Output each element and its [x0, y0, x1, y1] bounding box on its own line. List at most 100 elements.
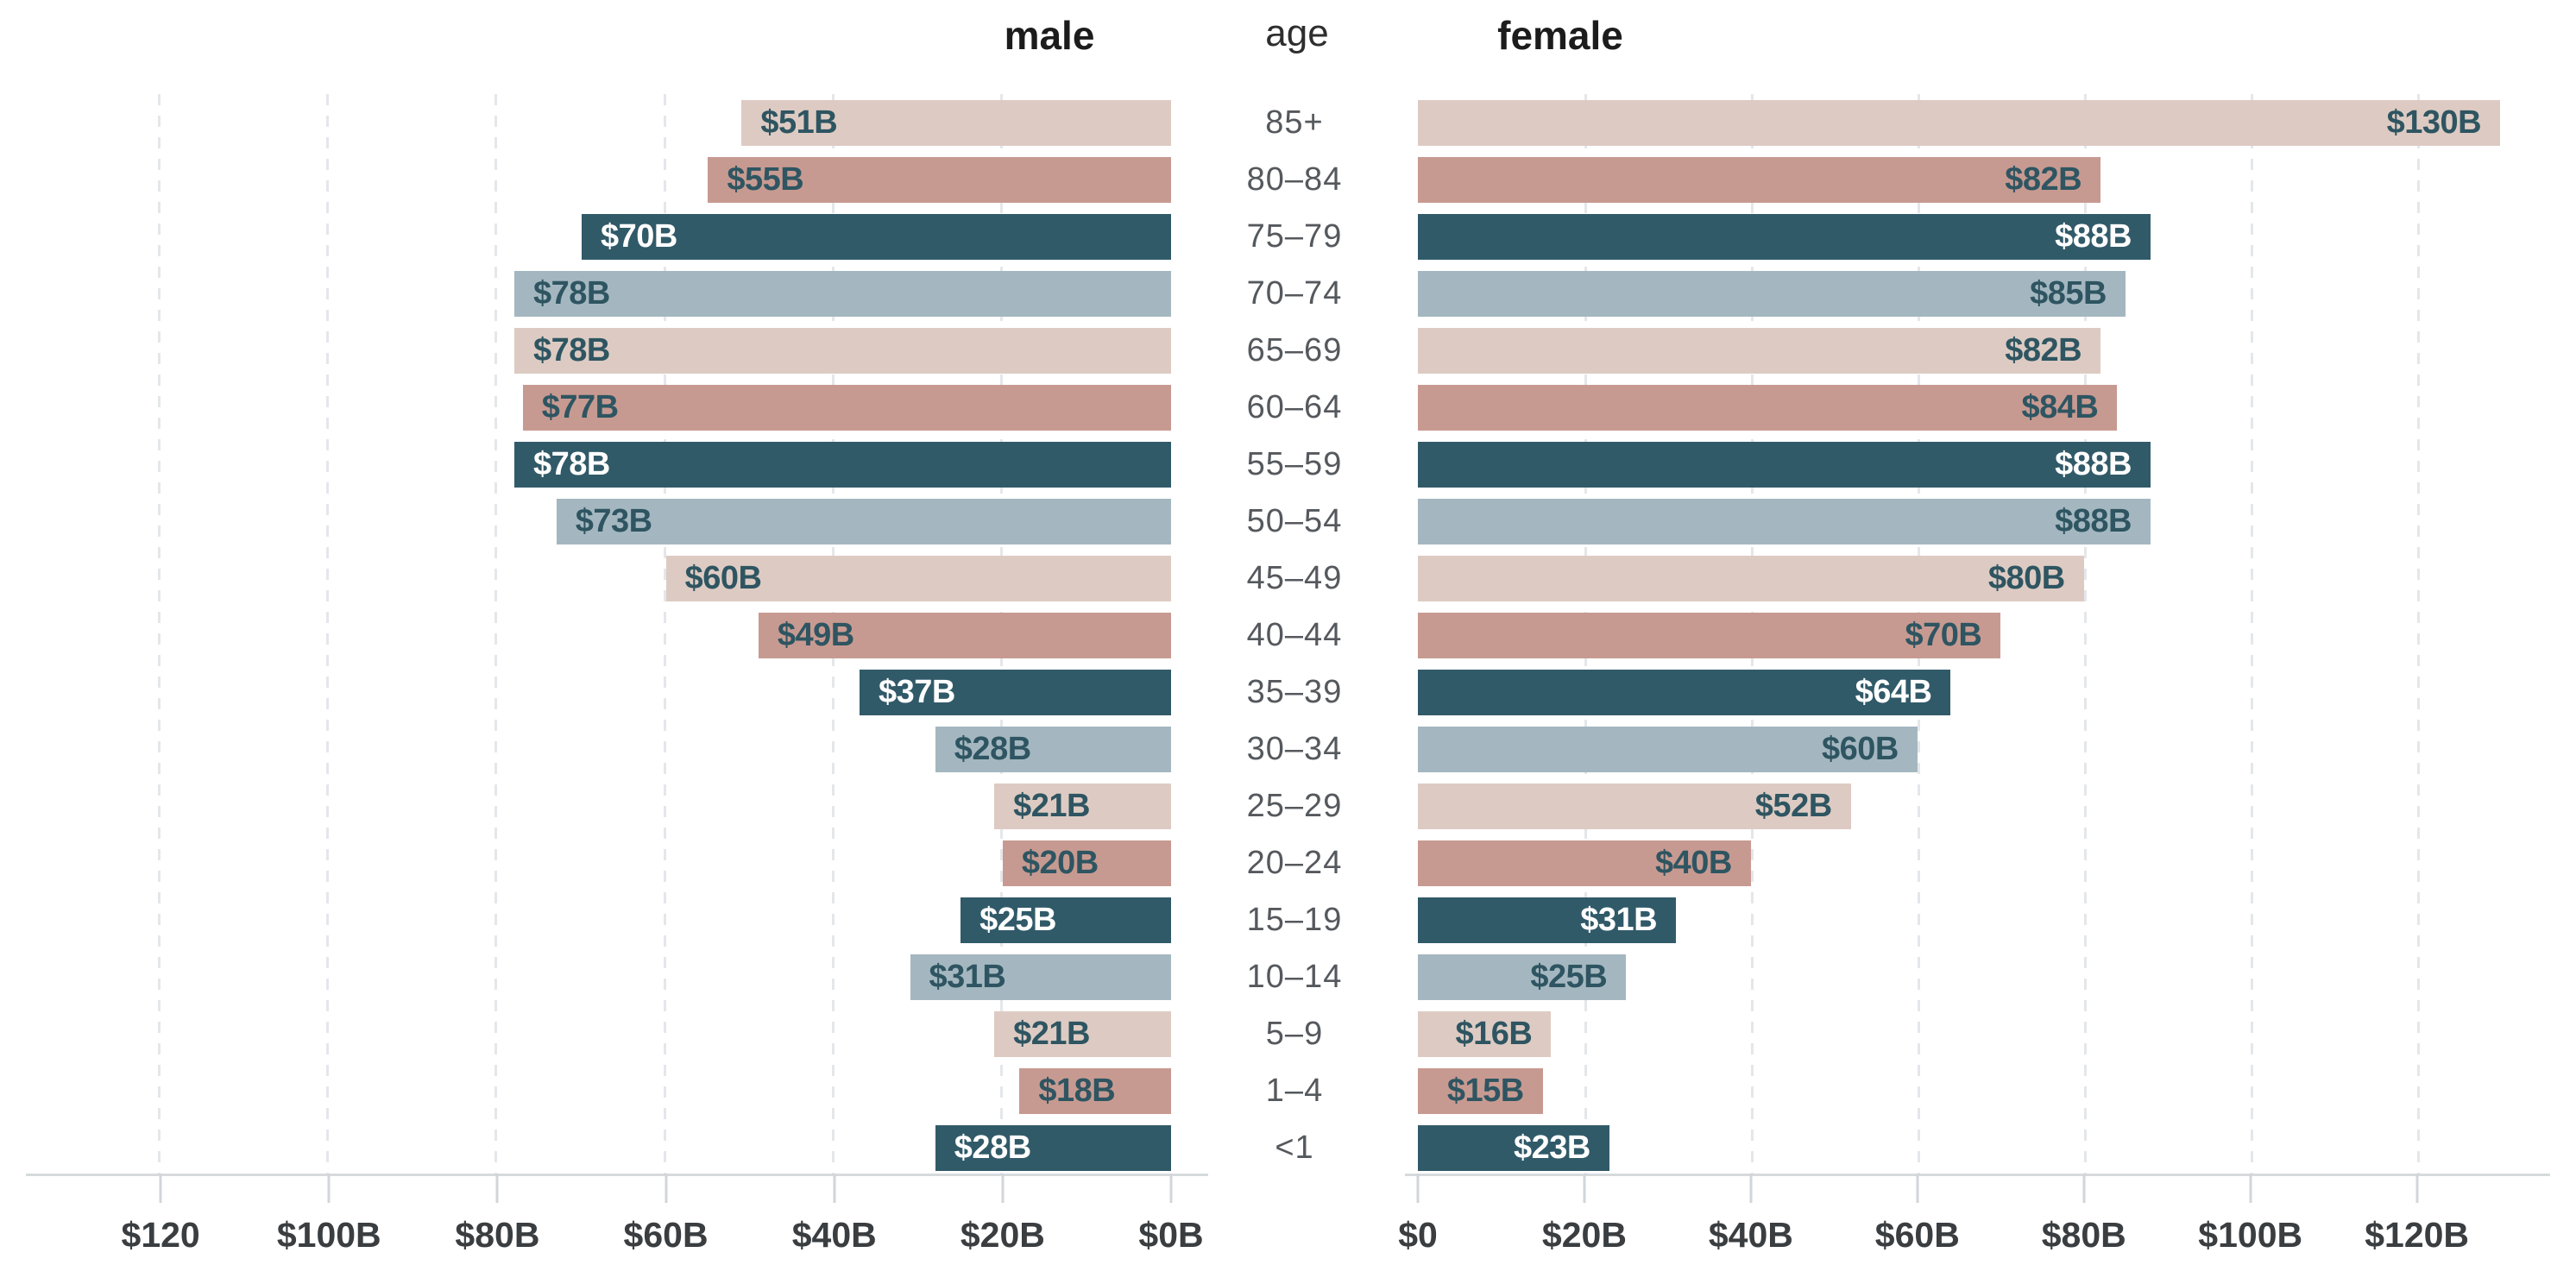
male-bar: $78B	[513, 270, 1171, 317]
bar-value-label: $16B	[1455, 1015, 1533, 1052]
bar-value-label: $73B	[575, 502, 652, 539]
female-bar-row: $23B	[1418, 1119, 2550, 1176]
age-group-label: 1–4	[1265, 1072, 1324, 1109]
bar-value-label: $40B	[1655, 844, 1732, 881]
axis-tick-label: $80B	[455, 1215, 540, 1255]
male-bar-row: $78B	[26, 436, 1171, 493]
female-bar-row: $16B	[1418, 1005, 2550, 1062]
male-bar: $20B	[1002, 840, 1171, 886]
male-bar: $28B	[935, 726, 1171, 772]
bar-value-label: $23B	[1514, 1129, 1590, 1166]
age-group-label: 65–69	[1246, 331, 1343, 368]
bar-value-label: $37B	[878, 673, 955, 710]
bar-value-label: $85B	[2030, 274, 2107, 312]
male-bar: $28B	[935, 1124, 1171, 1171]
axis-tick-label: $60B	[623, 1215, 709, 1255]
male-bar: $21B	[994, 783, 1171, 829]
gridline	[494, 94, 498, 1176]
female-bar: $52B	[1418, 783, 1851, 829]
female-bar: $70B	[1418, 612, 2001, 658]
age-group-label: 15–19	[1246, 901, 1343, 938]
female-bar-row: $84B	[1418, 379, 2550, 436]
age-group-label: 20–24	[1246, 844, 1343, 881]
male-axis-baseline	[26, 1174, 1208, 1176]
bar-value-label: $25B	[1530, 958, 1608, 995]
female-bar: $88B	[1418, 498, 2151, 544]
bar-value-label: $64B	[1855, 673, 1932, 710]
female-plot-area: $130B $82B $88B $85B $82B $84B $88B $88B $80B $70…	[1418, 94, 2550, 1176]
bar-value-label: $88B	[2055, 217, 2132, 255]
bar-value-label: $80B	[1987, 559, 2065, 596]
bar-value-label: $78B	[532, 274, 610, 312]
axis-tick-label: $40B	[791, 1215, 877, 1255]
bar-value-label: $28B	[954, 730, 1031, 767]
age-group-label: 60–64	[1246, 388, 1343, 425]
male-plot-area: $51B $55B $70B $78B $78B $77B $78B $73B $60B $49B…	[26, 94, 1171, 1176]
male-bar-row: $51B	[26, 94, 1171, 151]
axis-tick-label: $0B	[1138, 1215, 1204, 1255]
male-bar-row: $25B	[26, 891, 1171, 948]
axis-tick	[1583, 1174, 1586, 1203]
axis-tick-label: $120	[121, 1215, 200, 1255]
female-bar-row: $82B	[1418, 151, 2550, 208]
age-group-label: 70–74	[1246, 274, 1343, 312]
gridline	[2083, 94, 2087, 1176]
male-bar-row: $21B	[26, 777, 1171, 834]
bar-value-label: $55B	[727, 160, 804, 198]
bar-value-label: $31B	[929, 958, 1006, 995]
male-bar: $37B	[859, 669, 1171, 715]
bar-value-label: $77B	[541, 388, 619, 425]
bar-value-label: $88B	[2055, 502, 2132, 539]
age-group-label: 40–44	[1246, 616, 1343, 653]
male-bar: $55B	[708, 156, 1171, 203]
male-bar-row: $49B	[26, 607, 1171, 664]
bar-value-label: $51B	[760, 104, 838, 141]
male-bar-row: $73B	[26, 493, 1171, 550]
male-bar-row: $20B	[26, 834, 1171, 891]
female-bar: $31B	[1418, 897, 1677, 943]
female-bar-row: $88B	[1418, 493, 2550, 550]
female-bar-row: $25B	[1418, 948, 2550, 1005]
bar-value-label: $21B	[1013, 787, 1090, 824]
bar-value-label: $78B	[532, 445, 610, 482]
gridline	[326, 94, 330, 1176]
axis-tick	[159, 1174, 162, 1203]
bar-value-label: $21B	[1013, 1015, 1090, 1052]
female-axis-baseline	[1405, 1174, 2550, 1176]
male-bar: $31B	[910, 954, 1171, 1000]
female-column-header: female	[1497, 13, 1623, 58]
age-group-label: 10–14	[1246, 958, 1343, 995]
female-bar-row: $88B	[1418, 208, 2550, 265]
female-bar: $85B	[1418, 270, 2126, 317]
male-bar-row: $60B	[26, 550, 1171, 607]
axis-tick	[2415, 1174, 2419, 1203]
female-bar-rows: $130B $82B $88B $85B $82B $84B $88B $88B $80B $70…	[1418, 94, 2550, 1176]
female-bar: $25B	[1418, 954, 1627, 1000]
male-bar: $18B	[1019, 1067, 1171, 1114]
male-bar-row: $21B	[26, 1005, 1171, 1062]
female-bar: $82B	[1418, 156, 2101, 203]
female-bar: $84B	[1418, 384, 2118, 431]
axis-tick	[2249, 1174, 2252, 1203]
axis-tick	[1416, 1174, 1420, 1203]
axis-tick-label: $100B	[276, 1215, 381, 1255]
age-group-label: 35–39	[1246, 673, 1343, 710]
female-bar-row: $52B	[1418, 777, 2550, 834]
female-bar-row: $85B	[1418, 265, 2550, 322]
age-group-label: 30–34	[1246, 730, 1343, 767]
age-group-label: 25–29	[1246, 787, 1343, 824]
male-bar-row: $28B	[26, 721, 1171, 777]
axis-tick	[664, 1174, 668, 1203]
age-group-label: 85+	[1265, 104, 1324, 141]
female-bar: $64B	[1418, 669, 1951, 715]
male-x-axis: $120 $100B $80B $60B $40B $20B $0B	[26, 1174, 1204, 1284]
female-x-axis: $0 $20B $40B $60B $80B $100B $120B	[1398, 1174, 2550, 1284]
bar-value-label: $70B	[1905, 616, 1982, 653]
male-bar-row: $31B	[26, 948, 1171, 1005]
age-group-label: 55–59	[1246, 445, 1343, 482]
axis-tick-label: $80B	[2041, 1215, 2126, 1255]
female-bar-row: $64B	[1418, 664, 2550, 721]
gridline	[2250, 94, 2253, 1176]
axis-tick-label: $60B	[1874, 1215, 1960, 1255]
axis-tick	[2082, 1174, 2086, 1203]
